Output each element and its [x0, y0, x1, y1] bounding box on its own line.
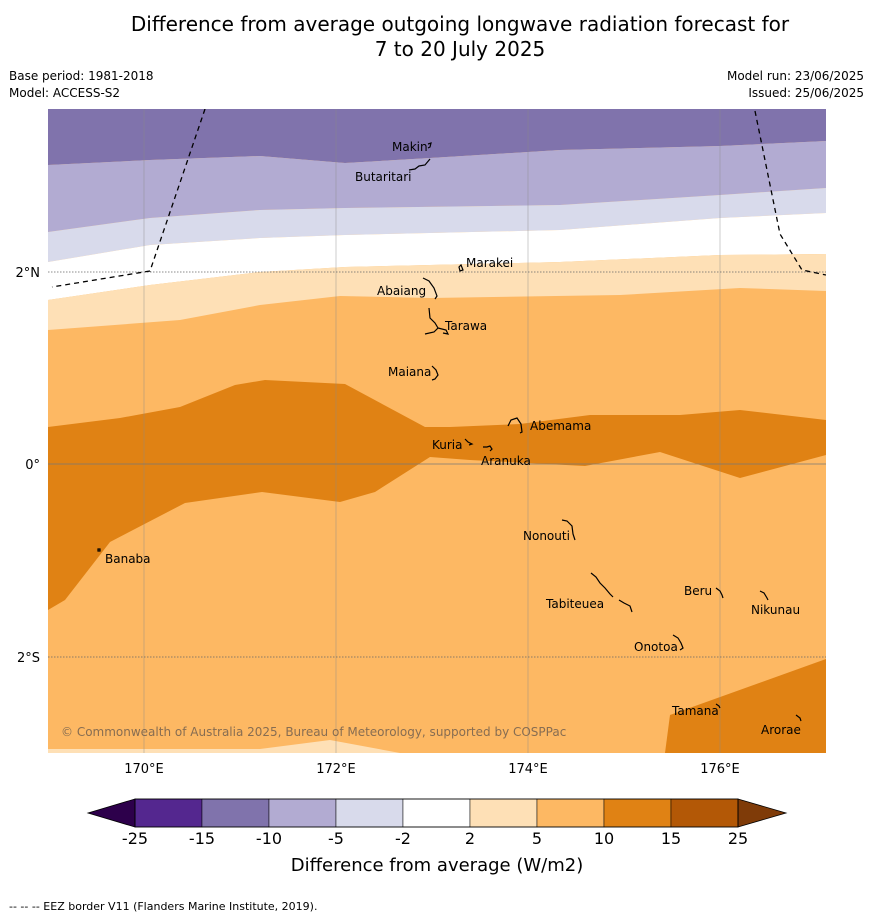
label-nikunau: Nikunau [751, 603, 800, 617]
label-banaba: Banaba [105, 552, 151, 566]
colorbar-tick-label: -10 [256, 829, 282, 848]
model-name: Model: ACCESS-S2 [9, 86, 121, 100]
colorbar-tick-label: -5 [328, 829, 344, 848]
label-butaritari: Butaritari [355, 170, 412, 184]
colorbar-tick-label: 15 [661, 829, 681, 848]
lon-label-172e: 172°E [316, 762, 356, 777]
colorbar-tick-label: -2 [395, 829, 411, 848]
island-tabiteuea [590, 572, 633, 613]
colorbar-segment [469, 798, 538, 828]
island-onotoa [672, 634, 684, 651]
label-makin: Makin [392, 140, 428, 154]
label-tamana: Tamana [671, 704, 719, 718]
colorbar-segment [670, 798, 739, 828]
colorbar-tick-label: 2 [465, 829, 475, 848]
chart-title: Difference from average outgoing longwav… [0, 12, 873, 62]
model-run: Model run: 23/06/2025 [726, 69, 864, 83]
island-marakei [458, 263, 464, 272]
island-maiana [431, 365, 439, 381]
island-outlines [97, 142, 802, 722]
colorbar-ticks: -25 -15 -10 -5 -2 2 5 10 15 25 [122, 829, 748, 848]
axis-labels: 170°E 172°E 174°E 176°E 2°N 0° 2°S [16, 266, 740, 777]
meta-right: Model run: 23/06/2025 Issued: 25/06/2025 [727, 69, 864, 103]
place-labels: Makin Butaritari Marakei Abaiang Tarawa … [105, 140, 801, 737]
band-2-to-5-south [48, 740, 400, 753]
label-arorae: Arorae [761, 723, 801, 737]
label-onotoa: Onotoa [634, 640, 678, 654]
island-tamana [715, 703, 721, 709]
label-tarawa: Tarawa [444, 319, 487, 333]
island-butaritari [408, 158, 431, 171]
lat-label-2n: 2°N [16, 266, 41, 281]
colorbar-segment [268, 798, 337, 828]
colorbar-segment [201, 798, 270, 828]
island-makin [427, 142, 432, 149]
lon-label-176e: 176°E [700, 762, 740, 777]
colorbar-segment [134, 798, 203, 828]
meta-left: Base period: 1981-2018 Model: ACCESS-S2 [9, 69, 154, 103]
colorbar-segment [536, 798, 605, 828]
label-aranuka: Aranuka [481, 454, 531, 468]
lat-label-0: 0° [25, 458, 40, 473]
eez-border-west [51, 109, 206, 288]
lon-label-174e: 174°E [508, 762, 548, 777]
colorbar-tick-label: 10 [594, 829, 614, 848]
island-kuria [464, 438, 474, 446]
band-minus10-to-minus5 [48, 141, 826, 232]
label-tabiteuea: Tabiteuea [545, 597, 604, 611]
band-minus15-to-minus10 [48, 109, 826, 165]
label-kuria: Kuria [432, 438, 463, 452]
parallels [48, 271, 826, 658]
colorbar-tick-label: 25 [728, 829, 748, 848]
colorbar-tick-label: 5 [532, 829, 542, 848]
island-aranuka [483, 445, 493, 452]
graticule [143, 109, 721, 753]
colorbar-overflow-arrow [737, 798, 788, 828]
colorbar-segment [335, 798, 404, 828]
island-beru [715, 587, 724, 599]
band-10-to-15-southeast [665, 659, 826, 753]
label-abaiang: Abaiang [377, 284, 426, 298]
colorbar-segment [402, 798, 471, 828]
colorbar-segment [603, 798, 672, 828]
eez-border-east [754, 110, 826, 276]
lon-label-170e: 170°E [124, 762, 164, 777]
colorbar-underflow-arrow [86, 798, 136, 828]
island-tarawa [424, 307, 450, 335]
island-abaiang [422, 277, 438, 300]
label-nonouti: Nonouti [523, 529, 570, 543]
island-nikunau [759, 590, 769, 601]
title-line-2: 7 to 20 July 2025 [374, 37, 546, 61]
island-nonouti [561, 519, 576, 541]
copyright-notice: © Commonwealth of Australia 2025, Bureau… [61, 725, 566, 739]
colorbar-segments [134, 798, 739, 828]
label-marakei: Marakei [466, 256, 513, 270]
anomaly-field: Makin Butaritari Marakei Abaiang Tarawa … [48, 109, 826, 753]
band-2-to-5 [48, 254, 826, 330]
island-abemama [507, 417, 523, 434]
label-maiana: Maiana [388, 365, 431, 379]
lat-label-2s: 2°S [17, 651, 40, 666]
label-beru: Beru [684, 584, 712, 598]
band-minus5-to-minus2 [48, 188, 826, 262]
band-10-to-15 [48, 380, 826, 610]
colorbar-label: Difference from average (W/m2) [291, 855, 583, 876]
band-minus2-to-2 [48, 213, 826, 300]
colorbar-frame [134, 798, 739, 828]
eez-legend-note: -- -- -- EEZ border V11 (Flanders Marine… [9, 900, 318, 913]
island-arorae [795, 714, 802, 722]
colorbar-tick-label: -25 [122, 829, 148, 848]
base-period: Base period: 1981-2018 [9, 69, 154, 83]
label-abemama: Abemama [530, 419, 591, 433]
colorbar-tick-label: -15 [189, 829, 215, 848]
colorbar: -25 -15 -10 -5 -2 2 5 10 15 25 Difference from av… [86, 798, 788, 876]
issued-date: Issued: 25/06/2025 [748, 86, 864, 100]
island-banaba [97, 548, 101, 552]
title-line-1: Difference from average outgoing longwav… [130, 12, 790, 36]
